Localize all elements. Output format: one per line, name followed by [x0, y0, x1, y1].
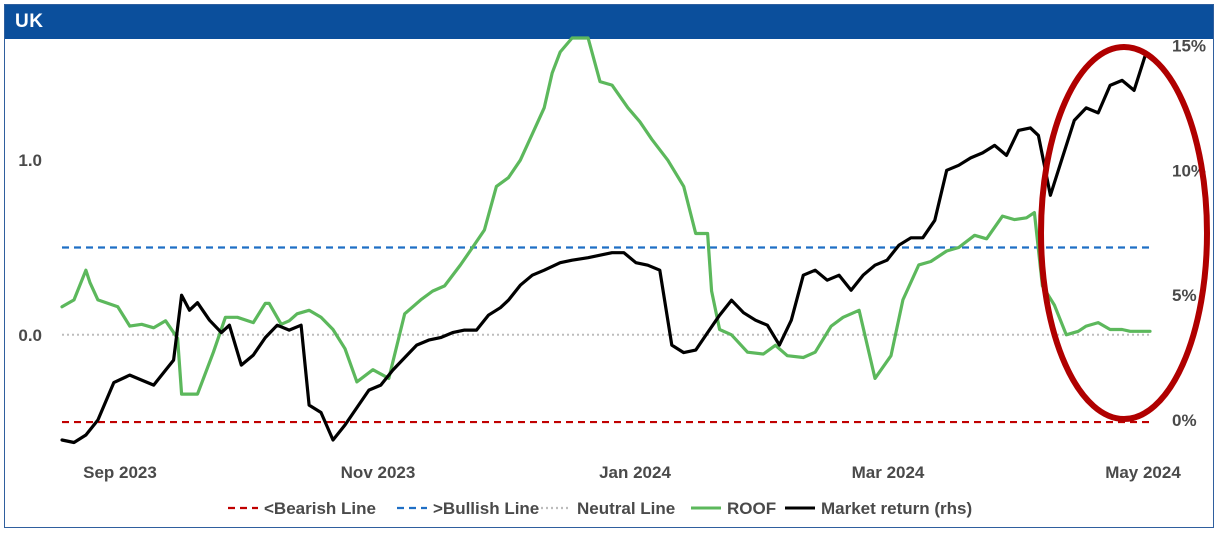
legend-label-bullish: >Bullish Line	[433, 499, 539, 518]
x-tick-label: Nov 2023	[341, 463, 416, 482]
legend-label-roof: ROOF	[727, 499, 776, 518]
x-tick-label: Mar 2024	[852, 463, 925, 482]
legend-label-neutral: Neutral Line	[577, 499, 675, 518]
y-right-tick-label: 15%	[1172, 36, 1206, 55]
y-right-tick-label: 5%	[1172, 286, 1197, 305]
legend-label-bearish: <Bearish Line	[264, 499, 376, 518]
series-layer	[60, 36, 1152, 445]
panel-title: UK	[15, 11, 44, 32]
chart-legend: <Bearish Line >Bullish Line Neutral Line RO…	[228, 499, 972, 518]
reference-lines	[62, 246, 1150, 424]
market-return-series-line	[60, 51, 1148, 445]
chart-panel: UK	[4, 4, 1214, 528]
highlight-layer	[1038, 44, 1210, 422]
y-right-tick-label: 10%	[1172, 161, 1206, 180]
y-left-tick-label: 1.0	[18, 151, 42, 170]
legend-label-market: Market return (rhs)	[821, 499, 972, 518]
x-tick-label: May 2024	[1105, 463, 1181, 482]
y-right-tick-label: 0%	[1172, 411, 1197, 430]
x-tick-label: Jan 2024	[599, 463, 671, 482]
roof-series-line	[60, 36, 1152, 396]
x-tick-label: Sep 2023	[83, 463, 157, 482]
highlight-ellipse	[1038, 44, 1210, 422]
axis-labels: 1.0 0.0 15% 10% 5% 0% Sep 2023 Nov 2023 Jan 2024…	[18, 36, 1206, 482]
panel-header: UK	[5, 5, 1213, 39]
y-left-tick-label: 0.0	[18, 326, 42, 345]
